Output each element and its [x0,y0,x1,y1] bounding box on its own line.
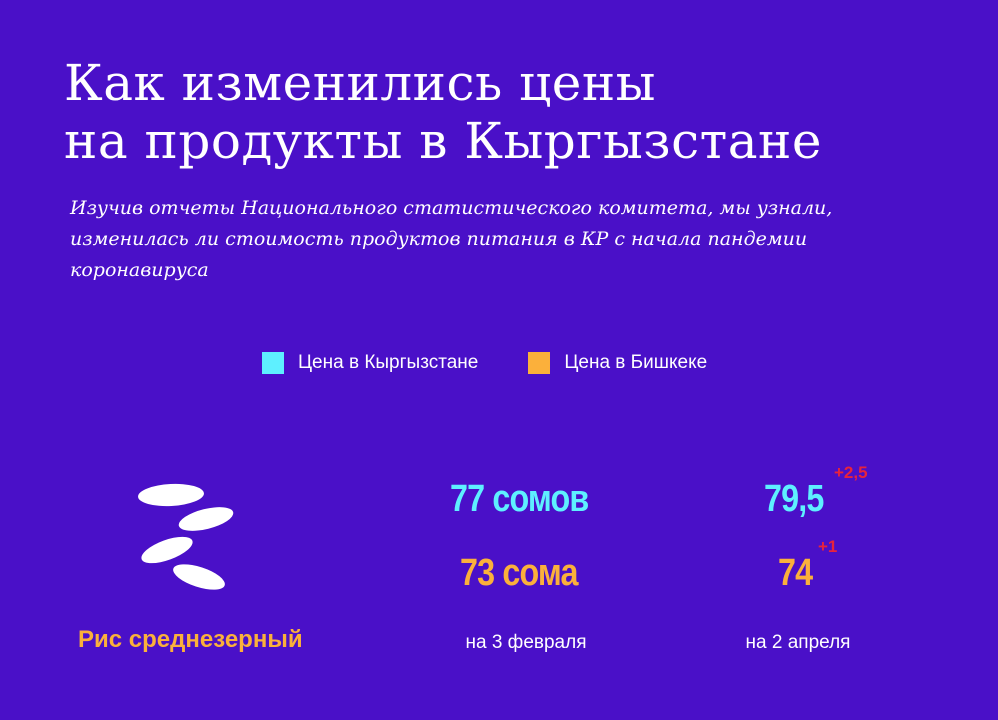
product-name: Рис среднезерный [78,626,303,653]
bishkek-feb-value: 73 сома [460,552,579,594]
subtitle-line-3: коронавируса [70,259,209,281]
title-line-2: на продукты в Кыргызстане [64,112,822,170]
legend-swatch-kyrgyzstan [262,352,284,374]
subtitle-line-2: изменилась ли стоимость продуктов питани… [70,228,808,250]
kyrgyzstan-delta: +2,5 [834,463,868,482]
legend-item-kyrgyzstan: Цена в Кыргызстане [262,352,478,374]
legend-label-bishkek: Цена в Бишкеке [564,352,708,373]
title-line-1: Как изменились цены [64,54,656,112]
date-feb: на 3 февраля [465,632,587,653]
rice-grains-icon [138,483,234,590]
kyrgyzstan-feb-value: 77 сомов [450,478,589,520]
legend-label-kyrgyzstan: Цена в Кыргызстане [298,352,479,373]
legend-item-bishkek: Цена в Бишкеке [528,352,707,374]
legend-swatch-bishkek [528,352,551,374]
subtitle-line-1: Изучив отчеты Национального статистическ… [70,197,833,219]
legend: Цена в Кыргызстане Цена в Бишкеке [262,352,757,374]
kyrgyzstan-apr-value: 79,5 [764,478,824,520]
page-title: Как изменились цены на продукты в Кыргыз… [64,54,822,170]
bishkek-delta: +1 [818,537,838,556]
subtitle: Изучив отчеты Национального статистическ… [70,193,930,286]
bishkek-apr-value: 74 [778,552,813,594]
date-apr: на 2 апреля [745,632,851,653]
